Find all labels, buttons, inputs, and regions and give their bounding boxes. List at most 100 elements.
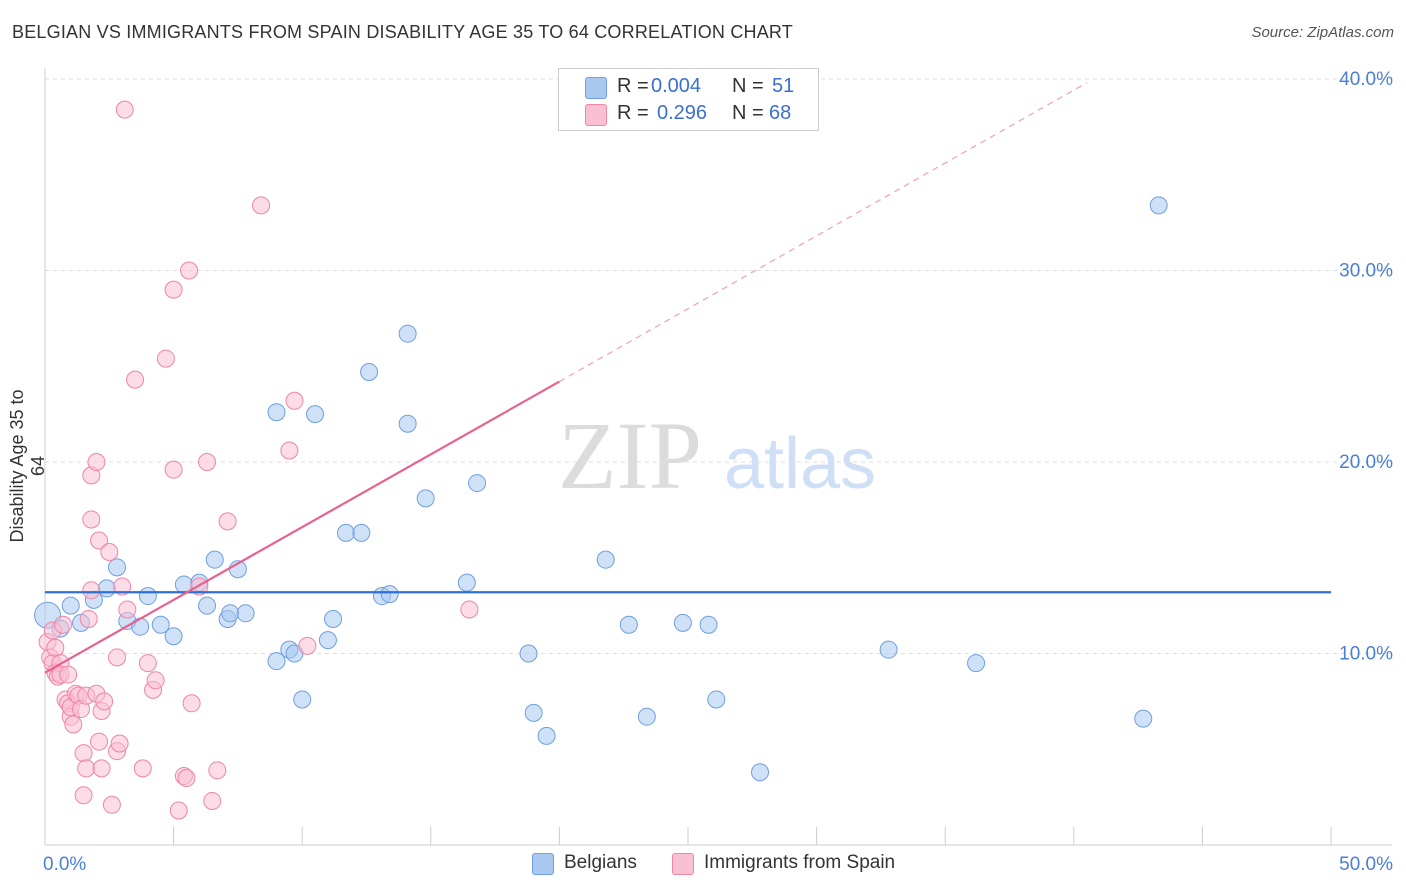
data-point-spain — [138, 654, 157, 673]
data-point-belgians — [967, 654, 986, 673]
data-point-spain — [113, 577, 132, 596]
legend-r-label: R = — [617, 102, 649, 124]
data-point-belgians — [457, 573, 476, 592]
data-point-spain — [126, 370, 145, 389]
data-point-spain — [92, 759, 111, 778]
data-point-spain — [46, 638, 65, 657]
data-point-spain — [182, 694, 201, 713]
data-point-belgians — [267, 403, 286, 422]
data-point-belgians — [293, 690, 312, 709]
data-point-belgians — [1134, 709, 1153, 728]
legend-n-label: N = — [732, 102, 764, 124]
data-point-belgians — [236, 604, 255, 623]
source-label: Source: ZipAtlas.com — [1251, 24, 1394, 41]
data-point-spain — [252, 196, 271, 215]
legend-r-value: 0.004 — [651, 75, 702, 97]
bottom-legend-label-belgians: Belgians — [564, 852, 637, 873]
data-point-spain — [203, 791, 222, 810]
data-point-spain — [218, 512, 237, 531]
y-tick-label: 30.0% — [1339, 261, 1393, 282]
trend-line-spain — [44, 380, 560, 674]
data-point-belgians — [707, 690, 726, 709]
data-point-spain — [74, 744, 93, 763]
data-point-belgians — [380, 585, 399, 604]
y-axis-label: Disability Age 35 to 64 — [7, 389, 48, 543]
legend-n-value: 51 — [772, 75, 795, 97]
data-point-belgians — [1149, 196, 1168, 215]
data-point-belgians — [318, 631, 337, 650]
data-point-belgians — [61, 596, 80, 615]
data-point-spain — [118, 600, 137, 619]
data-point-spain — [198, 453, 217, 471]
data-point-belgians — [879, 640, 898, 659]
y-tick-label: 10.0% — [1339, 644, 1393, 665]
bottom-legend-swatch-belgians — [532, 853, 554, 875]
x-tick-label: 0.0% — [43, 854, 86, 875]
legend-r-value: 0.296 — [657, 102, 708, 124]
data-point-spain — [79, 610, 98, 629]
data-point-belgians — [267, 652, 286, 671]
data-point-spain — [90, 732, 109, 751]
data-point-spain — [102, 795, 121, 814]
y-tick-label: 40.0% — [1339, 69, 1393, 90]
data-point-belgians — [108, 558, 127, 577]
data-point-belgians — [537, 726, 556, 745]
data-point-spain — [298, 636, 317, 655]
data-point-spain — [54, 615, 73, 634]
data-point-belgians — [699, 615, 718, 634]
data-point-belgians — [97, 579, 116, 598]
legend-row-spain: R = 0.296 N = 68 — [559, 101, 818, 127]
data-point-belgians — [324, 610, 343, 629]
trend-line-spain-extension — [559, 82, 1087, 383]
data-point-spain — [180, 261, 199, 280]
data-point-spain — [74, 786, 93, 805]
data-point-belgians — [468, 474, 487, 493]
data-point-spain — [115, 100, 134, 119]
data-point-belgians — [596, 550, 615, 569]
data-point-belgians — [637, 707, 656, 726]
data-point-spain — [87, 453, 106, 471]
data-point-spain — [100, 543, 119, 562]
chart-title: BELGIAN VS IMMIGRANTS FROM SPAIN DISABIL… — [12, 22, 793, 42]
data-points — [34, 100, 1168, 820]
legend-n-value: 68 — [769, 102, 792, 124]
watermark-atlas: atlas — [724, 424, 876, 504]
data-point-spain — [460, 600, 479, 619]
data-point-belgians — [352, 523, 371, 542]
legend-swatch-belgians — [585, 77, 607, 99]
legend-row-belgians: R = 0.004 N = 51 — [559, 74, 818, 100]
data-point-belgians — [164, 627, 183, 646]
data-point-spain — [208, 761, 227, 780]
data-point-belgians — [138, 587, 157, 606]
data-point-spain — [285, 391, 304, 410]
watermark: ZIP atlas — [558, 402, 876, 509]
gridlines — [45, 78, 1392, 654]
data-point-belgians — [306, 405, 325, 424]
axes — [44, 68, 1392, 846]
data-point-belgians — [673, 613, 692, 632]
data-point-spain — [146, 671, 165, 690]
data-point-spain — [280, 441, 299, 460]
legend-swatch-spain — [585, 104, 607, 126]
x-tick-label: 50.0% — [1339, 854, 1393, 875]
stats-legend: R = 0.004 N = 51 R = 0.296 N = 68 — [558, 68, 819, 131]
data-point-belgians — [198, 596, 217, 615]
data-point-spain — [108, 648, 127, 667]
tick-labels: 10.0% 20.0% 30.0% 40.0% 0.0% 50.0% — [43, 69, 1393, 875]
data-point-belgians — [131, 617, 150, 636]
data-point-spain — [90, 531, 109, 550]
data-point-spain — [164, 460, 183, 479]
data-point-belgians — [336, 523, 355, 542]
data-point-spain — [133, 759, 152, 778]
data-point-belgians — [416, 489, 435, 508]
data-point-spain — [110, 734, 129, 753]
data-point-spain — [82, 581, 101, 600]
data-point-spain — [169, 801, 188, 820]
data-point-spain — [164, 280, 183, 299]
data-point-belgians — [619, 615, 638, 634]
data-point-spain — [77, 759, 96, 778]
data-point-belgians — [398, 324, 417, 343]
data-point-spain — [59, 665, 78, 684]
data-point-spain — [64, 715, 83, 734]
